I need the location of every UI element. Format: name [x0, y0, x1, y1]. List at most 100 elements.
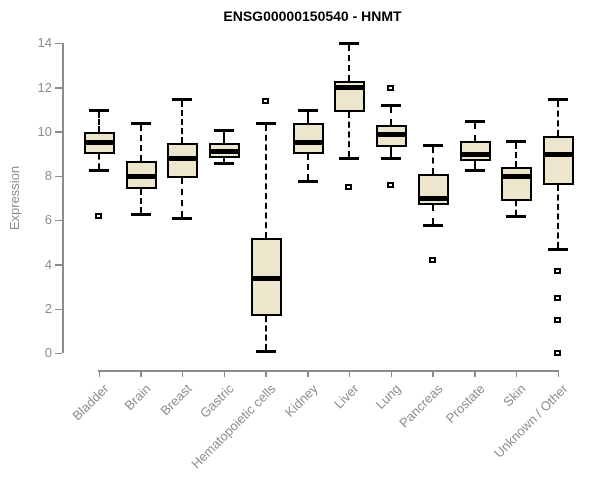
outlier-point-pancreas	[428, 257, 436, 264]
lower-whisker-cap	[255, 350, 276, 354]
lower-whisker-cap	[548, 248, 569, 252]
outlier-point-lung	[387, 84, 395, 91]
x-tick	[515, 370, 518, 377]
lower-whisker-skin	[515, 200, 518, 216]
lower-whisker-cap	[89, 168, 109, 172]
y-tick	[55, 264, 62, 266]
upper-whisker-kidney	[306, 111, 309, 124]
upper-whisker-cap	[130, 122, 151, 126]
median-prostate	[459, 151, 491, 157]
outlier-point-unknown-other	[554, 317, 562, 324]
upper-whisker-skin	[515, 142, 518, 168]
x-tick	[474, 370, 476, 377]
lower-whisker-pancreas	[431, 204, 434, 224]
y-tick-label: 8	[44, 168, 52, 184]
x-tick	[265, 370, 267, 377]
y-tick-label: 0	[44, 345, 52, 361]
upper-whisker-cap	[297, 108, 318, 112]
outlier-point-unknown-other	[554, 268, 562, 275]
upper-whisker-gastric	[223, 131, 226, 143]
upper-whisker-cap	[422, 144, 443, 148]
upper-whisker-cap	[381, 104, 402, 108]
lower-whisker-cap	[297, 179, 318, 183]
y-tick-label: 4	[44, 256, 52, 272]
y-tick-label: 12	[37, 79, 52, 95]
lower-whisker-unknown-other	[557, 185, 560, 249]
median-hematopoietic-cells	[250, 275, 282, 281]
lower-whisker-cap	[464, 168, 485, 172]
upper-whisker-breast	[181, 100, 184, 143]
lower-whisker-cap	[339, 157, 360, 161]
upper-whisker-cap	[255, 122, 276, 126]
upper-whisker-pancreas	[431, 147, 434, 174]
lower-whisker-bladder	[98, 154, 100, 169]
median-breast	[167, 155, 199, 161]
outlier-point-unknown-other	[554, 294, 562, 301]
upper-whisker-cap	[506, 139, 527, 143]
x-tick	[181, 370, 184, 377]
upper-whisker-lung	[390, 107, 393, 126]
y-tick	[55, 352, 62, 355]
x-tick	[557, 370, 560, 377]
y-tick	[55, 87, 62, 89]
chart-title: ENSG00000150540 - HNMT	[223, 8, 402, 24]
lower-whisker-hematopoietic-cells	[264, 315, 267, 351]
median-gastric	[209, 149, 241, 155]
lower-whisker-brain	[139, 189, 142, 213]
lower-whisker-breast	[181, 178, 184, 218]
lower-whisker-liver	[348, 111, 351, 158]
upper-whisker-hematopoietic-cells	[264, 125, 267, 239]
outlier-point-unknown-other	[554, 350, 562, 357]
x-tick	[307, 370, 309, 377]
outlier-point-hematopoietic-cells	[261, 97, 269, 104]
x-tick	[390, 370, 393, 377]
upper-whisker-cap	[548, 97, 569, 101]
y-tick	[55, 131, 62, 133]
y-tick-label: 6	[44, 212, 52, 228]
y-tick	[55, 308, 62, 311]
upper-whisker-cap	[172, 97, 193, 101]
outlier-point-bladder	[95, 213, 102, 220]
box-unknown-other	[543, 136, 575, 186]
y-tick	[55, 175, 62, 178]
x-tick	[432, 370, 434, 377]
lower-whisker-cap	[214, 161, 235, 165]
median-pancreas	[417, 195, 449, 201]
upper-whisker-unknown-other	[557, 100, 560, 137]
x-axis-line	[98, 370, 560, 372]
lower-whisker-cap	[506, 215, 527, 219]
median-kidney	[292, 140, 324, 146]
x-tick	[348, 370, 351, 377]
lower-whisker-prostate	[473, 160, 476, 169]
lower-whisker-lung	[390, 147, 393, 158]
y-tick-label: 10	[37, 123, 52, 139]
x-tick	[140, 370, 142, 377]
upper-whisker-prostate	[473, 122, 476, 141]
upper-whisker-liver	[348, 45, 351, 81]
median-unknown-other	[543, 151, 575, 157]
upper-whisker-bladder	[98, 111, 100, 132]
upper-whisker-cap	[89, 108, 109, 112]
median-bladder	[84, 140, 115, 146]
lower-whisker-kidney	[306, 154, 309, 180]
median-skin	[501, 173, 533, 179]
lower-whisker-gastric	[223, 158, 226, 162]
y-tick-label: 14	[37, 35, 52, 51]
lower-whisker-cap	[381, 157, 402, 161]
median-brain	[125, 173, 157, 179]
x-tick	[223, 370, 226, 377]
x-tick	[98, 370, 100, 377]
upper-whisker-cap	[214, 128, 235, 132]
y-tick	[55, 42, 62, 45]
box-kidney	[292, 123, 324, 155]
box-skin	[501, 167, 533, 201]
lower-whisker-cap	[422, 223, 443, 227]
lower-whisker-cap	[172, 217, 193, 221]
outlier-point-lung	[387, 182, 395, 189]
y-axis-line	[62, 43, 64, 354]
y-axis-title: Expression	[7, 165, 22, 231]
y-tick-label: 2	[44, 301, 52, 317]
upper-whisker-cap	[464, 119, 485, 123]
upper-whisker-cap	[339, 42, 360, 46]
